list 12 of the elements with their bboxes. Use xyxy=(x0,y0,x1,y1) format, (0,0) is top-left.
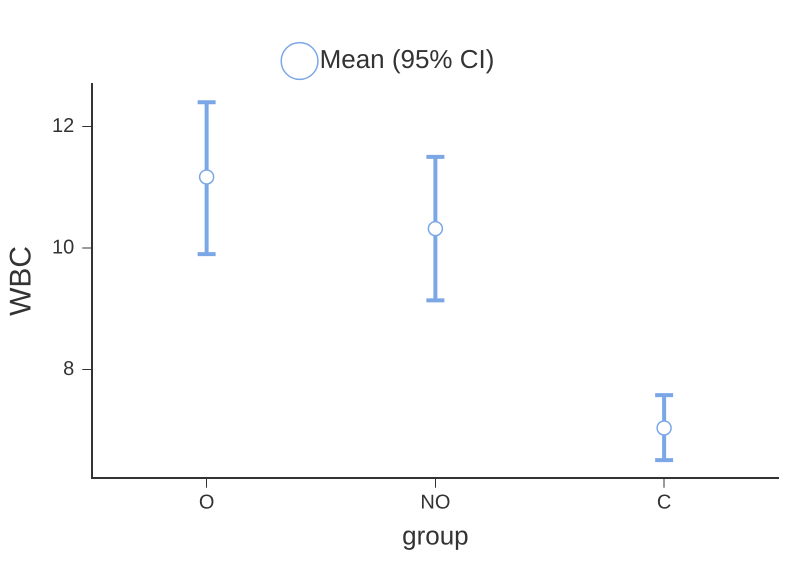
point xyxy=(198,169,214,185)
y-axis-title: WBC xyxy=(4,246,38,316)
y-tick-label: 8 xyxy=(63,358,74,380)
x-tick-label: O xyxy=(198,491,214,514)
x-tick-label: C xyxy=(656,491,672,514)
legend-label: Mean (95% CI) xyxy=(320,44,494,74)
y-tick-label: 12 xyxy=(52,115,74,138)
point xyxy=(656,420,672,436)
point xyxy=(428,220,444,236)
y-tick-label: 10 xyxy=(52,236,74,259)
x-axis-title: group xyxy=(402,520,469,551)
x-tick-label: NO xyxy=(420,491,450,514)
